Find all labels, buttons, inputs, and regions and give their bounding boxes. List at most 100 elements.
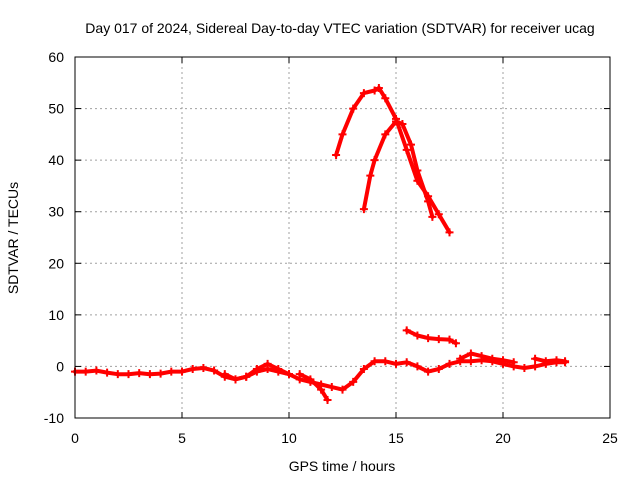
data-point-marker [242,372,251,381]
data-point-marker [113,370,122,379]
data-point-marker [252,365,261,374]
data-point-marker [359,205,368,214]
data-point-marker [370,357,379,366]
data-point-marker [370,156,379,165]
data-point-marker [381,94,390,103]
data-point-marker [392,117,400,126]
data-point-marker [124,370,133,379]
data-point-marker [424,197,433,206]
y-tick-label: -10 [44,410,64,426]
series-arc-2 [220,359,293,384]
data-point-marker [445,335,454,344]
y-tick-label: 30 [48,204,64,220]
data-point-marker [402,326,411,335]
data-point-marker [332,150,341,159]
x-tick-label: 10 [281,430,297,446]
y-tick-label: 40 [48,152,64,168]
y-tick-label: 10 [48,307,64,323]
plot-border [74,56,611,419]
data-point-marker [349,104,358,113]
series-line [297,372,330,402]
data-point-marker [231,375,240,384]
data-point-marker [406,140,415,149]
data-point-marker [338,385,347,394]
data-point-marker [402,145,411,154]
data-point-marker [451,339,460,348]
data-point-marker [541,357,550,366]
data-point-marker [145,370,154,379]
y-tick-label: 0 [56,358,64,374]
x-tick-label: 15 [388,430,404,446]
data-point-marker [381,130,390,139]
y-tick-label: 50 [48,101,64,117]
data-point-marker [392,359,400,368]
data-point-marker [434,365,443,374]
grid [75,57,610,418]
x-tick-label: 0 [71,430,79,446]
data-point-marker [349,377,358,386]
data-point-marker [456,354,465,363]
series-arc-6 [402,326,460,348]
series-line [533,356,568,364]
data-point-marker [434,210,443,219]
series-arc-8 [531,354,570,366]
data-point-marker [210,366,219,375]
data-point-marker [445,228,454,237]
data-point-marker [466,357,475,366]
data-point-marker [520,363,529,372]
data-point-marker [466,349,475,358]
data-point-marker [178,367,186,376]
data-point-marker [424,334,433,343]
data-point-marker [370,86,379,95]
data-point-marker [295,370,304,379]
data-point-marker [413,166,422,175]
data-point-marker [338,130,347,139]
series-arc-3 [295,370,332,404]
data-point-marker [499,356,507,365]
data-point-marker [359,365,368,374]
y-tick-label: 20 [48,255,64,271]
data-point-marker [359,89,368,98]
data-point-marker [306,375,315,384]
x-tick-label: 25 [602,430,618,446]
data-point-marker [509,358,518,367]
data-point-marker [167,367,176,376]
data-point-marker [488,354,497,363]
chart-title: Day 017 of 2024, Sidereal Day-to-day VTE… [85,20,594,36]
data-point-marker [531,362,540,371]
data-point-marker [103,368,112,377]
y-tick-label: 60 [48,49,64,65]
data-point-marker [135,369,144,378]
data-point-marker [92,366,101,375]
data-point-marker [199,363,208,372]
data-point-marker [531,354,540,363]
data-point-marker [81,367,90,376]
data-point-marker [188,365,197,374]
x-tick-label: 20 [495,430,511,446]
data-point-marker [477,352,486,361]
series-arc-7 [456,349,518,367]
data-point-marker [263,359,272,368]
data-point-marker [366,171,375,180]
data-point-marker [398,120,407,129]
x-tick-label: 5 [178,430,186,446]
data-point-marker [220,370,229,379]
data-point-marker [381,357,390,366]
data-point-marker [561,357,570,366]
data-point-marker [428,212,437,221]
y-axis-label: SDTVAR / TECUs [5,182,21,294]
data-point-marker [274,365,283,374]
data-point-marker [156,369,165,378]
data-point-marker [445,359,454,368]
axis-ticks: 0 5 10 15 20 25 -10 0 10 20 30 40 50 60 [44,49,618,446]
x-axis-label: GPS time / hours [289,458,396,474]
data-series [71,83,570,404]
data-point-marker [323,395,332,404]
data-point-marker [402,358,411,367]
data-point-marker [374,83,383,92]
data-point-marker [552,356,561,365]
data-point-marker [327,383,336,392]
data-point-marker [285,370,293,379]
data-point-marker [413,362,422,371]
